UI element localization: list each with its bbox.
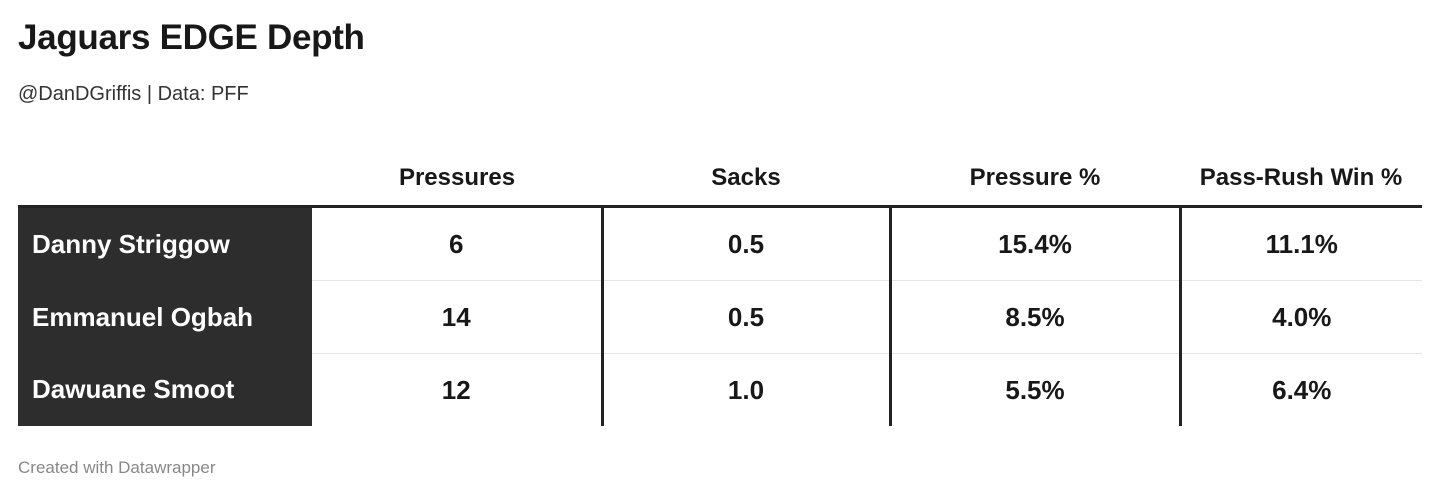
stat-cell: 12 <box>312 353 602 426</box>
player-name-cell: Danny Striggow <box>18 206 312 281</box>
stat-cell: 6.4% <box>1178 353 1422 426</box>
column-header[interactable]: Pressure % <box>890 150 1180 208</box>
chart-subtitle: @DanDGriffis | Data: PFF <box>18 83 249 105</box>
player-name-cell: Emmanuel Ogbah <box>18 280 312 354</box>
column-header[interactable]: Pressures <box>312 150 602 208</box>
data-table: Pressures Sacks Pressure % Pass-Rush Win % … <box>18 150 1422 426</box>
stat-cell: 0.5 <box>600 206 890 281</box>
stat-cell: 15.4% <box>888 206 1180 281</box>
column-header[interactable]: Pass-Rush Win % <box>1180 150 1422 208</box>
stat-cell: 5.5% <box>888 353 1180 426</box>
stat-cell: 4.0% <box>1178 280 1422 354</box>
header-row: Pressures Sacks Pressure % Pass-Rush Win % <box>18 150 1422 208</box>
table-row: Dawuane Smoot 12 1.0 5.5% 6.4% <box>18 353 1422 426</box>
column-header[interactable] <box>18 150 312 208</box>
column-header[interactable]: Sacks <box>602 150 890 208</box>
stat-cell: 6 <box>312 206 602 281</box>
stat-cell: 0.5 <box>600 280 890 354</box>
stat-cell: 1.0 <box>600 353 890 426</box>
chart-title: Jaguars EDGE Depth <box>18 18 365 57</box>
stat-cell: 14 <box>312 280 602 354</box>
stat-cell: 8.5% <box>888 280 1180 354</box>
footer-credit: Created with Datawrapper <box>18 458 216 477</box>
stat-cell: 11.1% <box>1178 206 1422 281</box>
table-row: Danny Striggow 6 0.5 15.4% 11.1% <box>18 206 1422 281</box>
table-row: Emmanuel Ogbah 14 0.5 8.5% 4.0% <box>18 280 1422 354</box>
player-name-cell: Dawuane Smoot <box>18 353 312 426</box>
